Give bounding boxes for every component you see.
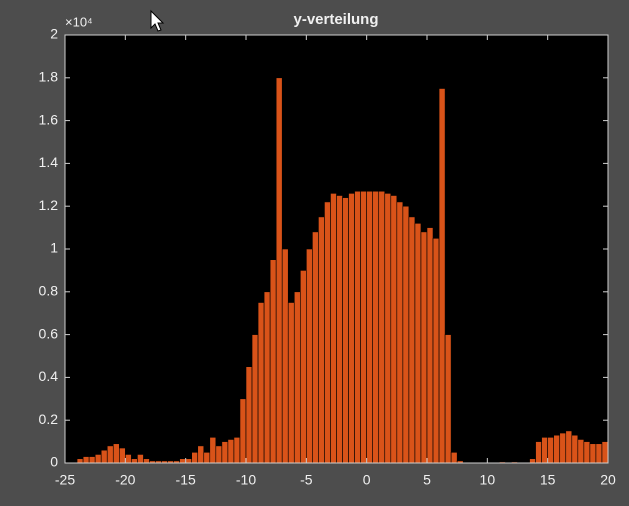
bar bbox=[275, 77, 283, 464]
bar bbox=[179, 458, 186, 464]
bar bbox=[257, 302, 265, 464]
bar bbox=[366, 190, 373, 464]
y-tick-label: 1.8 bbox=[39, 69, 59, 85]
bar bbox=[191, 451, 199, 464]
bar bbox=[318, 216, 325, 464]
bar bbox=[444, 334, 452, 464]
x-tick-label: -20 bbox=[115, 472, 135, 488]
bar bbox=[239, 398, 247, 464]
bar bbox=[354, 190, 361, 464]
x-tick-label: -10 bbox=[236, 472, 256, 488]
x-tick-label: 5 bbox=[423, 472, 431, 488]
bar bbox=[209, 437, 217, 464]
bar bbox=[450, 451, 458, 464]
bar bbox=[577, 439, 585, 464]
bar bbox=[88, 456, 96, 464]
bar bbox=[227, 439, 235, 464]
x-tick-label: -25 bbox=[55, 472, 75, 488]
y-tick-label: 1.4 bbox=[39, 154, 59, 170]
bar bbox=[547, 437, 555, 464]
y-tick-label: 0.4 bbox=[39, 368, 59, 384]
y-tick-label: 1 bbox=[50, 240, 58, 256]
x-tick-label: 20 bbox=[600, 472, 616, 488]
bar bbox=[432, 238, 440, 464]
bar bbox=[106, 445, 114, 464]
bar bbox=[342, 197, 349, 464]
bar bbox=[372, 190, 380, 464]
x-tick-label: -5 bbox=[300, 472, 313, 488]
bar bbox=[125, 454, 132, 464]
mouse-cursor bbox=[150, 9, 165, 32]
bar bbox=[306, 248, 313, 464]
bar bbox=[233, 437, 241, 464]
bar bbox=[293, 291, 301, 464]
bar bbox=[330, 193, 337, 464]
bar bbox=[100, 449, 108, 464]
bar bbox=[203, 451, 211, 464]
y-tick-label: 0 bbox=[50, 454, 58, 470]
bar bbox=[390, 195, 398, 464]
y-tick-label: 0.8 bbox=[39, 283, 59, 299]
bar bbox=[94, 454, 102, 464]
bar bbox=[324, 201, 331, 464]
bar bbox=[312, 231, 319, 464]
bar bbox=[565, 430, 573, 464]
bar bbox=[571, 434, 579, 464]
bar bbox=[215, 445, 223, 464]
bar bbox=[559, 432, 567, 464]
bar bbox=[426, 227, 434, 464]
bar bbox=[360, 190, 367, 464]
bar bbox=[119, 447, 126, 464]
bar bbox=[269, 259, 277, 464]
y-tick-label: 2 bbox=[50, 26, 58, 42]
x-tick-label: 10 bbox=[480, 472, 496, 488]
bar bbox=[402, 205, 410, 464]
bar bbox=[299, 270, 307, 464]
bar bbox=[131, 458, 138, 464]
y-exponent: ×10⁴ bbox=[65, 14, 93, 29]
bar bbox=[541, 437, 548, 464]
bar bbox=[137, 454, 144, 464]
bar bbox=[281, 248, 289, 464]
bar bbox=[263, 291, 271, 464]
bar bbox=[336, 195, 343, 464]
bar bbox=[76, 458, 84, 464]
chart-title: y-verteilung bbox=[293, 11, 378, 28]
bar bbox=[583, 441, 591, 464]
bar bbox=[553, 434, 561, 464]
bar bbox=[589, 443, 597, 464]
bar bbox=[185, 458, 193, 464]
bar bbox=[438, 88, 446, 464]
bar bbox=[143, 458, 150, 464]
bar bbox=[197, 445, 205, 464]
bar bbox=[384, 193, 392, 464]
bar bbox=[529, 458, 536, 464]
bar bbox=[595, 443, 603, 464]
x-tick-label: 15 bbox=[540, 472, 556, 488]
bar bbox=[535, 441, 542, 464]
bar bbox=[601, 441, 609, 464]
x-tick-label: -15 bbox=[176, 472, 196, 488]
bar bbox=[414, 223, 422, 464]
bar bbox=[287, 302, 295, 464]
bar bbox=[251, 334, 259, 464]
y-tick-label: 1.2 bbox=[39, 197, 59, 213]
bar bbox=[245, 366, 253, 464]
bar bbox=[82, 456, 90, 464]
y-tick-label: 0.2 bbox=[39, 411, 59, 427]
bar bbox=[378, 190, 386, 464]
bar bbox=[396, 201, 404, 464]
bar bbox=[348, 193, 355, 464]
bar bbox=[112, 443, 120, 464]
bar bbox=[408, 216, 416, 464]
bar bbox=[221, 441, 229, 464]
y-tick-label: 1.6 bbox=[39, 111, 59, 127]
y-tick-label: 0.6 bbox=[39, 325, 59, 341]
x-tick-label: 0 bbox=[363, 472, 371, 488]
bar bbox=[420, 231, 428, 464]
